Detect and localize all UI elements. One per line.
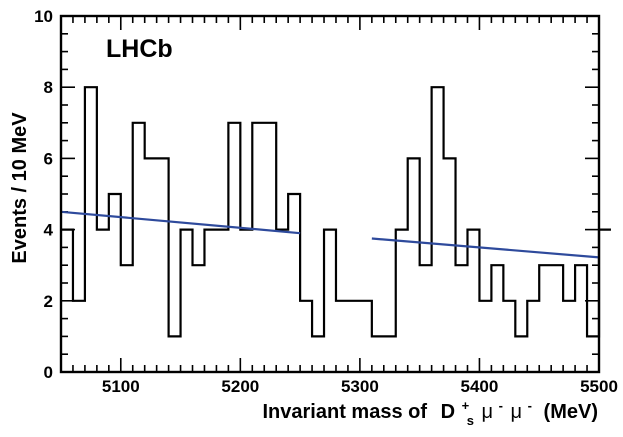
x-axis-mu2: μ [511, 401, 523, 423]
experiment-logo: LHCb [106, 35, 173, 63]
x-tick-label: 5500 [580, 377, 618, 396]
x-axis-particle: D [441, 401, 455, 423]
x-axis-title-prefix: Invariant mass of [263, 401, 428, 423]
x-axis-particle-sub: s [467, 413, 474, 428]
x-axis-unit: (MeV) [544, 401, 598, 423]
x-tick-label: 5400 [461, 377, 499, 396]
x-tick-label: 5300 [341, 377, 379, 396]
ticks-layer [60, 15, 600, 373]
x-axis-mu2-sup: - [528, 398, 532, 413]
x-axis-title: Invariant mass of D + s μ - μ - (MeV) [263, 393, 599, 430]
x-axis-particle-sup: + [462, 398, 470, 413]
fit-layer [60, 210, 600, 259]
y-tick-label: 10 [34, 7, 53, 26]
x-axis-mu1: μ [482, 401, 494, 423]
y-tick-label: 2 [44, 292, 53, 311]
fit-line-2 [371, 237, 600, 259]
y-tick-label: 0 [44, 363, 53, 382]
y-tick-label: 8 [44, 78, 53, 97]
x-tick-label: 5200 [221, 377, 259, 396]
y-axis-title: Events / 10 MeV [9, 112, 31, 264]
x-tick-label: 5100 [102, 377, 140, 396]
y-tick-label: 4 [44, 221, 54, 240]
labels-layer: 0 2 4 6 8 10 5100 5200 5300 5400 5500 [34, 7, 618, 396]
y-tick-label: 6 [44, 149, 53, 168]
fit-line-1 [60, 210, 301, 235]
histogram-outline [61, 86, 611, 338]
x-axis-mu1-sup: - [499, 398, 503, 413]
plot-frame [59, 14, 601, 374]
